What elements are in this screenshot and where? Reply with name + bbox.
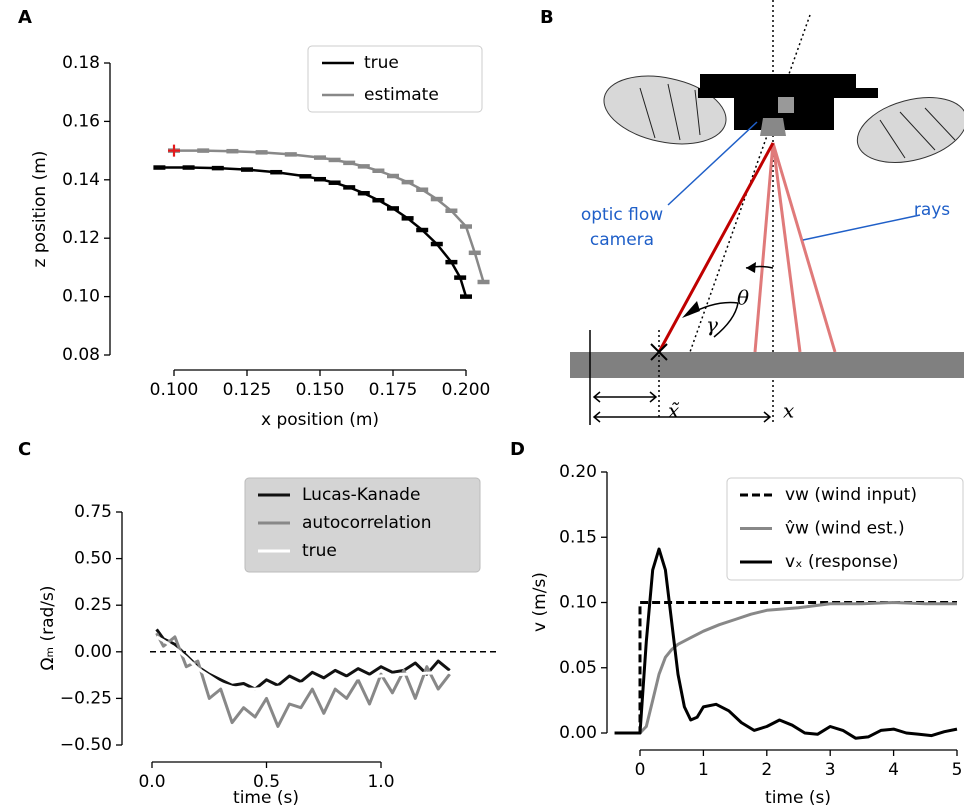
camera (760, 118, 786, 136)
gamma-arrowhead (682, 301, 700, 318)
camera-pointer (667, 121, 758, 206)
cross (650, 343, 668, 361)
series-line (155, 632, 451, 728)
x-tick-label: 0.175 (369, 380, 418, 400)
x-axis-label: time (s) (765, 788, 831, 808)
x-tick-label: 0.200 (442, 380, 491, 400)
panel-label: A (18, 7, 32, 28)
ray (771, 142, 837, 353)
rays-label: rays (914, 200, 950, 220)
panel-b-diagram: B γ θ x̃ x optic flow camera (540, 0, 964, 425)
legend-label: Lucas-Kanade (302, 485, 420, 505)
insect-arm (698, 88, 734, 98)
y-tick-label: −0.50 (60, 735, 112, 755)
y-tick-label: 0.14 (62, 170, 100, 190)
series-line (155, 628, 451, 691)
ground (570, 352, 964, 378)
legend-label: estimate (364, 85, 439, 105)
x-tick-label: 0 (635, 760, 646, 780)
start-marker (168, 144, 180, 157)
legend-label: true (302, 541, 337, 561)
wing-veins (879, 107, 956, 159)
x-tick-label: 4 (888, 760, 899, 780)
camera-label: optic flow (581, 205, 663, 225)
y-tick-label: 0.10 (62, 287, 100, 307)
x-tick-label: 3 (825, 760, 836, 780)
arrow-x-tilde (592, 391, 658, 403)
wing-veins (639, 83, 701, 141)
rays-pointer (802, 214, 921, 241)
legend-label: autocorrelation (302, 513, 431, 533)
y-tick-label: 0.18 (62, 53, 100, 73)
theta-label: θ (737, 286, 749, 310)
series-line (614, 601, 957, 735)
insect-sensor (778, 97, 794, 113)
x-tick-label: 0.0 (138, 772, 165, 792)
legend-label: v̂w (wind est.) (785, 519, 905, 539)
x-tick-label: 5 (952, 760, 963, 780)
gamma-arc (713, 302, 739, 338)
y-tick-label: 0.08 (62, 345, 100, 365)
y-tick-label: 0.10 (559, 593, 597, 613)
legend-box (726, 477, 964, 581)
y-tick-label: 0.50 (74, 549, 112, 569)
right-wing (856, 97, 964, 163)
gamma-label: γ (706, 313, 718, 337)
y-tick-label: 0.05 (559, 658, 597, 678)
insect-arm (834, 88, 878, 98)
y-tick-label: 0.16 (62, 111, 100, 131)
x-tick-label: 1 (698, 760, 709, 780)
legend-label: vₓ (response) (785, 552, 899, 572)
y-tick-label: 0.25 (74, 595, 112, 615)
ray (771, 142, 802, 353)
y-axis-label: z position (m) (30, 151, 50, 268)
y-tick-label: 0.75 (74, 502, 112, 522)
panel-label: B (540, 7, 554, 28)
series-line (614, 547, 958, 740)
x-tick-label: 0.100 (150, 380, 199, 400)
x-axis-label: time (s) (233, 788, 299, 808)
y-axis-label: v (m/s) (530, 572, 550, 632)
y-tick-label: 0.15 (559, 527, 597, 547)
legend-box (244, 477, 481, 573)
series-line (614, 601, 957, 735)
y-axis-label: Ωₘ (rad/s) (38, 585, 58, 670)
y-tick-label: 0.20 (559, 462, 597, 482)
x-tick-label: 2 (761, 760, 772, 780)
x-label: x (783, 399, 794, 423)
gamma-arc (687, 301, 739, 316)
panel-label: D (510, 439, 525, 460)
y-tick-label: 0.12 (62, 228, 100, 248)
legend-label: vw (wind input) (785, 485, 917, 505)
y-tick-label: 0.00 (559, 723, 597, 743)
arrow-x (592, 411, 772, 423)
series-line (155, 635, 450, 691)
theta-arrowhead (746, 262, 756, 273)
main-ray (657, 142, 775, 353)
legend-label: true (364, 53, 399, 73)
camera-label: camera (590, 230, 654, 250)
panel-label: C (18, 439, 31, 460)
x-tick-label: 0.5 (253, 772, 280, 792)
ray (753, 142, 775, 353)
x-axis-label: x position (m) (261, 410, 379, 430)
y-tick-label: 0.00 (74, 642, 112, 662)
y-tick-label: −0.25 (60, 688, 112, 708)
x-tick-label: 0.125 (223, 380, 272, 400)
x-tick-label: 0.150 (296, 380, 345, 400)
x-tick-label: 1.0 (367, 772, 394, 792)
x-tilde-label: x̃ (668, 399, 680, 423)
